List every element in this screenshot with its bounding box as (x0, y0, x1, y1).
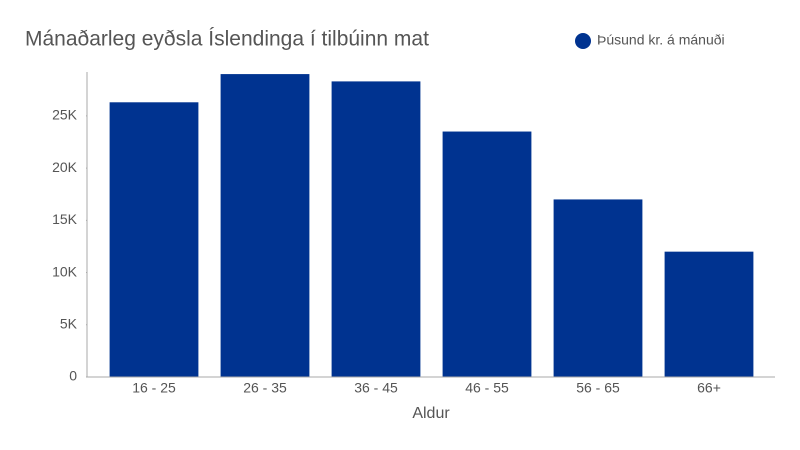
y-tick-label: 25K (52, 107, 78, 123)
bar (442, 131, 532, 377)
chart-title: Mánaðarleg eyðsla Íslendinga í tilbúinn … (25, 28, 429, 51)
y-tick-label: 5K (60, 315, 78, 331)
x-tick-label: 16 - 25 (132, 380, 176, 396)
x-tick-label: 36 - 45 (354, 380, 398, 396)
bar (553, 199, 643, 377)
x-tick-label: 46 - 55 (465, 380, 509, 396)
bar (220, 74, 310, 377)
x-axis-label: Aldur (412, 405, 450, 422)
bar (331, 81, 421, 377)
x-tick-label: 56 - 65 (576, 380, 620, 396)
legend-marker (575, 33, 591, 49)
legend-label: Þúsund kr. á mánuði (597, 32, 725, 48)
y-tick-label: 20K (52, 159, 78, 175)
y-tick-label: 0 (69, 368, 77, 384)
y-tick-label: 10K (52, 263, 78, 279)
bar (664, 251, 754, 377)
x-tick-label: 66+ (697, 380, 721, 396)
x-tick-label: 26 - 35 (243, 380, 287, 396)
y-tick-label: 15K (52, 211, 78, 227)
bar (109, 102, 199, 377)
